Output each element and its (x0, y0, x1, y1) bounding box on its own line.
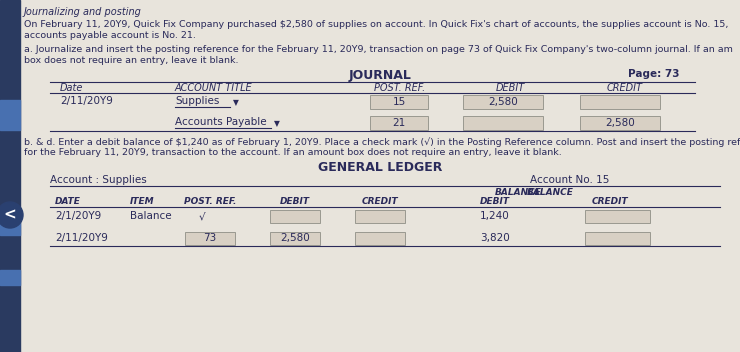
Bar (0, 100, 20, 130)
Text: √: √ (198, 211, 205, 221)
Text: BALANCE: BALANCE (495, 188, 542, 197)
Text: Page: 73: Page: 73 (628, 69, 680, 79)
Text: Journalizing and posting: Journalizing and posting (24, 7, 142, 17)
Bar (370, 95, 428, 109)
Text: ▼: ▼ (233, 98, 239, 107)
Bar (0, 210, 20, 235)
Text: Account No. 15: Account No. 15 (531, 175, 610, 185)
Text: Date: Date (60, 83, 84, 93)
Text: for the February 11, 20Y9, transaction to the account. If an amount box does not: for the February 11, 20Y9, transaction t… (24, 148, 562, 157)
Bar (270, 232, 320, 245)
Text: 2/11/20Y9: 2/11/20Y9 (60, 96, 113, 106)
Text: CREDIT: CREDIT (607, 83, 643, 93)
Bar (585, 232, 650, 245)
Bar (185, 232, 235, 245)
Bar (463, 116, 543, 130)
Text: DEBIT: DEBIT (495, 83, 525, 93)
Text: 15: 15 (392, 97, 406, 107)
Text: BALANCE: BALANCE (527, 188, 574, 197)
Text: 2/11/20Y9: 2/11/20Y9 (55, 233, 108, 243)
Text: ▼: ▼ (274, 119, 280, 128)
Text: DATE: DATE (55, 197, 81, 206)
Bar (585, 210, 650, 223)
Text: accounts payable account is No. 21.: accounts payable account is No. 21. (24, 31, 196, 40)
Text: 73: 73 (204, 233, 217, 243)
Text: Account : Supplies: Account : Supplies (50, 175, 147, 185)
Text: b. & d. Enter a debit balance of $1,240 as of February 1, 20Y9. Place a check ma: b. & d. Enter a debit balance of $1,240 … (24, 137, 740, 147)
Text: CREDIT: CREDIT (592, 197, 628, 206)
Text: Supplies: Supplies (175, 96, 219, 106)
Text: On February 11, 20Y9, Quick Fix Company purchased $2,580 of supplies on account.: On February 11, 20Y9, Quick Fix Company … (24, 20, 728, 29)
Text: Balance: Balance (130, 211, 172, 221)
Text: POST. REF.: POST. REF. (374, 83, 425, 93)
Text: a. Journalize and insert the posting reference for the February 11, 20Y9, transa: a. Journalize and insert the posting ref… (24, 45, 733, 54)
Bar (355, 210, 405, 223)
Bar (580, 95, 660, 109)
Text: Accounts Payable: Accounts Payable (175, 117, 266, 127)
Bar (0, 270, 20, 285)
Bar (580, 116, 660, 130)
Text: ACCOUNT TITLE: ACCOUNT TITLE (175, 83, 252, 93)
Text: 1,240: 1,240 (480, 211, 510, 221)
Text: DEBIT: DEBIT (480, 197, 510, 206)
Text: 2,580: 2,580 (605, 118, 635, 128)
Bar (355, 232, 405, 245)
Bar (370, 116, 428, 130)
Text: box does not require an entry, leave it blank.: box does not require an entry, leave it … (24, 56, 238, 65)
Text: GENERAL LEDGER: GENERAL LEDGER (317, 161, 443, 174)
Text: 21: 21 (392, 118, 406, 128)
Text: DEBIT: DEBIT (280, 197, 310, 206)
Text: CREDIT: CREDIT (362, 197, 398, 206)
Bar (0, 0, 20, 352)
Text: ITEM: ITEM (130, 197, 155, 206)
Text: <: < (4, 207, 16, 222)
Text: 2/1/20Y9: 2/1/20Y9 (55, 211, 101, 221)
Text: 2,580: 2,580 (488, 97, 518, 107)
Bar (270, 210, 320, 223)
Bar (463, 95, 543, 109)
Text: JOURNAL: JOURNAL (349, 69, 411, 82)
Text: POST. REF.: POST. REF. (184, 197, 236, 206)
Circle shape (0, 202, 23, 228)
Text: 3,820: 3,820 (480, 233, 510, 243)
Text: 2,580: 2,580 (280, 233, 310, 243)
